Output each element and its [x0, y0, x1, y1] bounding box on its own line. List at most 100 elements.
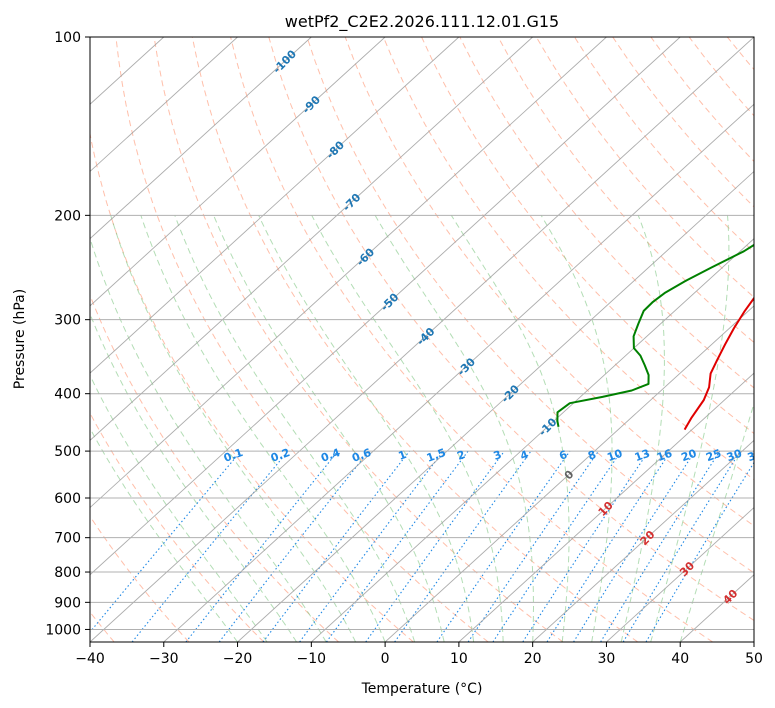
y-tick-label: 300	[54, 313, 81, 329]
x-tick-label: 30	[598, 651, 616, 667]
y-tick-label: 900	[54, 595, 81, 611]
y-axis: 100 200 300 400 500 600 700 800 900 1000	[45, 30, 90, 638]
moist-adiabat-line	[90, 312, 298, 642]
mixing-ratio-line	[299, 450, 444, 642]
mixing-ratio-label: 0.4	[319, 446, 342, 465]
moist-adiabat-line	[140, 215, 386, 642]
isotherm-line	[311, 238, 754, 642]
mixing-ratio-label: 2	[455, 448, 467, 463]
isotherm-line	[753, 641, 754, 642]
plot-frame	[89, 36, 755, 643]
background-lines	[90, 37, 775, 642]
x-axis-label: Temperature (°C)	[361, 681, 483, 697]
isotherm-line	[237, 170, 754, 642]
mixing-ratio-label: 0.6	[350, 446, 373, 465]
mixing-ratio-line	[262, 450, 410, 642]
dry-adiabat-line	[497, 37, 754, 344]
mixing-ratio-line	[436, 450, 571, 642]
mixing-ratio-line	[90, 450, 242, 633]
mixing-ratio-line	[492, 450, 622, 642]
mixing-ratio-label: 1	[397, 448, 409, 463]
moist-adiabat-line	[213, 215, 445, 642]
isotherm-line	[606, 506, 754, 642]
moist-adiabat-line	[90, 427, 239, 642]
dry-adiabat-line	[650, 37, 754, 163]
x-tick-label: 0	[381, 651, 390, 667]
dry-adiabat-line	[90, 515, 190, 642]
mixing-ratio-label: 4	[518, 448, 530, 463]
dry-adiabat-line	[382, 37, 754, 481]
mixing-ratio-label: 20	[679, 447, 698, 465]
moist-adiabat-line	[450, 215, 570, 642]
x-axis: −40 −30 −20 −10 0 10 20 30 40 50	[75, 642, 763, 667]
y-axis-label: Pressure (hPa)	[12, 289, 28, 389]
dry-adiabat-line	[421, 37, 754, 435]
mixing-ratio-label: 3	[492, 448, 504, 463]
y-tick-label: 1000	[45, 622, 81, 638]
x-tick-label: −10	[297, 651, 327, 667]
y-tick-label: 800	[54, 565, 81, 581]
mixing-ratio-label: 10	[605, 447, 624, 465]
isotherm-line	[163, 103, 754, 642]
x-tick-label: 20	[524, 651, 542, 667]
mixing-ratio-line	[573, 450, 696, 642]
y-tick-label: 600	[54, 491, 81, 507]
isotherm-line	[90, 37, 386, 307]
mixing-ratio-line	[622, 450, 741, 642]
x-tick-label: 10	[450, 651, 468, 667]
x-tick-label: −20	[223, 651, 253, 667]
moist-adiabat-line	[110, 215, 357, 642]
isotherm-line	[458, 372, 754, 642]
y-tick-label: 700	[54, 531, 81, 547]
mixing-ratio-label: 8	[586, 448, 598, 463]
mixing-ratio-line	[131, 450, 289, 642]
x-tick-label: −40	[75, 651, 105, 667]
x-tick-label: 40	[671, 651, 689, 667]
moist-adiabat-line	[174, 215, 416, 642]
mixing-ratio-line	[218, 450, 370, 642]
moist-adiabat-line	[90, 236, 327, 642]
dry-adiabat-line	[344, 37, 754, 527]
y-tick-label: 500	[54, 444, 81, 460]
mixing-ratio-label: 0.1	[222, 446, 245, 465]
mixing-ratio-line	[325, 450, 469, 642]
mixing-ratio-line	[185, 450, 339, 642]
chart-title: wetPf2_C2E2.2026.111.12.01.G15	[285, 12, 559, 32]
pressure-grid	[90, 37, 754, 630]
moist-adiabat-line	[311, 215, 504, 642]
mixing-ratio-line	[546, 450, 672, 642]
x-tick-label: 50	[745, 651, 763, 667]
y-tick-label: 200	[54, 208, 81, 224]
dry-adiabat-line	[191, 37, 639, 642]
dry-adiabat-line	[535, 37, 754, 298]
isotherm-line	[90, 37, 312, 240]
mixing-ratio-label: 13	[633, 447, 652, 464]
mixing-ratio-line	[600, 450, 721, 642]
temperature-profile-line	[683, 296, 754, 431]
mixing-ratio-label: 30	[725, 447, 744, 465]
mixing-ratio-label: 1.5	[425, 446, 448, 465]
moist-adiabat-line	[258, 215, 475, 642]
isotherm-line	[384, 305, 754, 642]
y-tick-label: 100	[54, 30, 81, 46]
isotherm-line	[90, 37, 533, 441]
isotherm-line	[532, 439, 754, 642]
dry-adiabat-line	[268, 37, 754, 622]
moist-adiabat-line	[620, 215, 665, 642]
dry-adiabat-line	[688, 37, 754, 117]
mixing-ratio-label: 0.2	[269, 446, 292, 465]
dry-adiabat-line	[90, 131, 414, 642]
isotherm-line	[90, 37, 238, 173]
dry-adiabat-line	[115, 37, 489, 642]
isotherm-line	[90, 37, 460, 374]
mixing-ratio-line	[467, 450, 599, 642]
moist-adiabat-line	[374, 215, 534, 642]
mixing-ratio-label: 6	[557, 448, 569, 463]
x-tick-label: −30	[149, 651, 179, 667]
dry-adiabat-line	[766, 37, 775, 642]
moist-adiabat-line	[540, 215, 613, 642]
isotherm-line	[90, 37, 681, 576]
isotherm-line	[90, 37, 754, 642]
mixing-ratio-line	[522, 450, 650, 642]
